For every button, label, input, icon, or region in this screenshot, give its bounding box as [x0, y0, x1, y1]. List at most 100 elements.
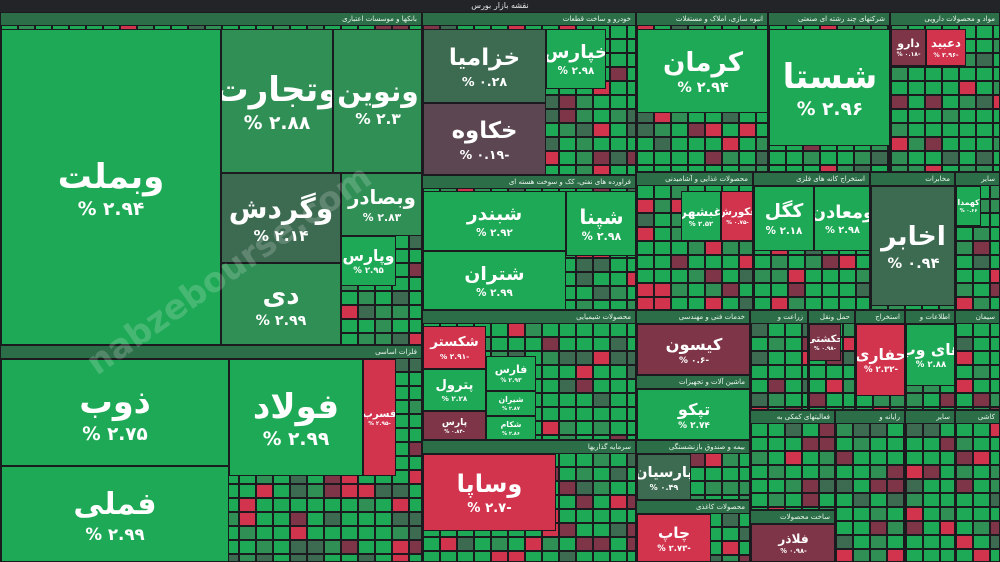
stock-cell	[576, 137, 593, 151]
stock-cell	[993, 109, 999, 123]
stock-cell	[637, 165, 654, 171]
stock-name: فلاذر	[778, 531, 809, 546]
sector-header: کاشی	[956, 411, 999, 423]
stock-cell	[273, 512, 290, 526]
stock-cell	[627, 407, 635, 421]
stock-cell	[739, 241, 752, 255]
stock-cell	[891, 109, 908, 123]
stock-cell	[843, 379, 854, 393]
stock-cell	[990, 323, 999, 337]
stock-cell	[756, 137, 767, 151]
stock-cell	[940, 479, 954, 493]
stock-cell	[836, 423, 853, 437]
stock-cell	[925, 123, 942, 137]
stock-cell	[973, 507, 990, 521]
stock-cell	[637, 297, 654, 309]
stock-cell	[923, 465, 940, 479]
stock-change: ۰.۲۸ %	[461, 73, 508, 89]
stock-cell	[654, 199, 671, 213]
stock-cell	[923, 493, 940, 507]
stock-cell	[822, 297, 839, 309]
stock-change: ۲.۹۹ %	[85, 524, 145, 544]
stock-cell	[324, 512, 341, 526]
stock-cell	[593, 95, 610, 109]
stock-cell	[836, 437, 853, 451]
stock-cell	[576, 453, 593, 467]
stock-cell	[754, 269, 771, 283]
stock-cell	[906, 521, 923, 535]
stock-cell	[925, 151, 942, 165]
stock-cell	[671, 123, 688, 137]
stock-cell	[956, 549, 973, 561]
stock-cell	[739, 527, 749, 541]
stock-cell	[906, 437, 923, 451]
stock-cell	[940, 535, 954, 549]
stock-change: -۰.۱۹ %	[459, 146, 510, 162]
stock-cell	[739, 555, 749, 561]
stock-cell	[956, 241, 973, 255]
stock-cell	[610, 365, 627, 379]
stock-cell	[671, 241, 688, 255]
stock-cell	[307, 554, 324, 561]
stock-cell	[990, 227, 999, 241]
stock-cell	[593, 337, 610, 351]
stock-cell	[307, 540, 324, 554]
stock-cell	[610, 165, 627, 174]
stock-cell	[956, 393, 973, 407]
stock-cell	[508, 337, 525, 351]
stock-cell	[576, 351, 593, 365]
stock-name: پترول	[435, 377, 474, 393]
stock-cell	[542, 365, 559, 379]
stock-change: -۰.۱۸ %	[896, 51, 921, 59]
stock-change: ۲.۸۶ %	[502, 430, 520, 437]
stock-cell	[593, 537, 610, 551]
stock-cell	[627, 523, 635, 537]
stock-cell	[837, 151, 854, 165]
stock-cell	[973, 255, 990, 269]
stock-tile: شپنا ۲.۹۸ %	[566, 191, 635, 256]
stock-cell	[627, 39, 635, 53]
stock-name: دعبید	[931, 36, 961, 51]
stock-change: ۲.۵۲ %	[688, 220, 714, 229]
stock-cell	[956, 323, 973, 337]
stock-cell	[923, 507, 940, 521]
stock-tile: وپارس ۲.۹۵ %	[341, 236, 396, 286]
stock-cell	[358, 554, 375, 561]
sector-header: محصولات شیمیایی	[423, 311, 635, 323]
stock-cell	[705, 467, 722, 481]
stock-cell	[256, 498, 273, 512]
stock-cell	[853, 465, 870, 479]
stock-cell	[976, 151, 993, 165]
stock-cell	[593, 467, 610, 481]
stock-cell	[409, 291, 421, 305]
stock-cell	[593, 495, 610, 509]
stock-tile: های وب۲.۸۸ %	[906, 324, 954, 386]
stock-cell	[688, 255, 705, 269]
stock-name: حفاری	[856, 345, 905, 364]
stock-cell	[341, 554, 358, 561]
stock-cell	[409, 333, 421, 344]
stock-cell	[819, 423, 834, 437]
stock-cell	[610, 123, 627, 137]
stock-name: شستا	[782, 56, 878, 97]
stock-cell	[722, 255, 739, 269]
stock-cell	[768, 393, 785, 407]
stock-cell	[836, 549, 853, 561]
stock-change: ۲.۸۸ %	[915, 360, 947, 371]
stock-cell	[976, 95, 993, 109]
stock-cell	[751, 493, 768, 507]
stock-name: غبشهر	[681, 203, 721, 219]
stock-name: شپنا	[579, 204, 624, 229]
stock-cell	[887, 507, 904, 521]
stock-cell	[785, 393, 802, 407]
stock-cell	[409, 235, 421, 249]
sector: محصولات شیمیایی شکستر -۲.۹۱ % پترول ۲.۲۸ % فا…	[422, 310, 636, 440]
stock-cell	[940, 465, 954, 479]
stock-cell	[637, 137, 654, 151]
stock-cell	[637, 123, 654, 137]
stock-cell	[976, 67, 993, 81]
stock-cell	[576, 258, 593, 272]
stock-tile: وبملت ۲.۹۴ %	[1, 29, 221, 344]
stock-change: ۲.۱۴ %	[253, 227, 309, 246]
sector: استخراج حفاری -۲.۳۲ %	[855, 310, 905, 410]
